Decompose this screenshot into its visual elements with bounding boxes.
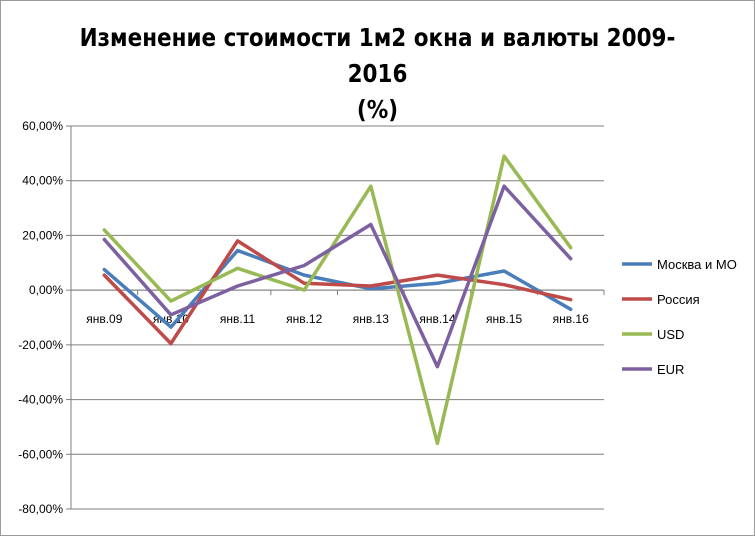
y-tick-label-5: -40,00% [18, 393, 63, 407]
y-tick-label-1: 40,00% [22, 174, 63, 188]
legend-label-3: EUR [657, 362, 684, 377]
y-tick-label-3: 0,00% [29, 283, 63, 297]
y-tick-label-0: 60,00% [22, 119, 63, 133]
y-tick-label-4: -20,00% [18, 338, 63, 352]
x-tick-label-0: янв.09 [86, 312, 123, 326]
x-tick-label-7: янв.16 [553, 312, 590, 326]
series-line-3 [102, 184, 573, 369]
y-axis-ticks: 60,00% 40,00% 20,00% 0,00% -20,00% -40,00% -60… [18, 119, 71, 516]
x-tick-label-5: янв.14 [419, 312, 456, 326]
x-tick-label-2: янв.11 [220, 312, 256, 326]
y-tick-label-6: -60,00% [18, 447, 63, 461]
legend-label-0: Москва и МО [657, 257, 737, 272]
chart-title-line-2: (%) [356, 95, 399, 124]
series-line-2 [102, 154, 573, 446]
y-tick-label-7: -80,00% [18, 502, 63, 516]
legend-label-1: Россия [657, 292, 700, 307]
chart-title: Изменение стоимости 1м2 окна и валюты 20… [53, 20, 702, 128]
x-tick-label-4: янв.13 [353, 312, 390, 326]
legend: Москва и МО Россия USD EUR [622, 257, 737, 377]
y-tick-label-2: 20,00% [22, 228, 63, 242]
x-axis-ticks: янв.09 янв.10 янв.11 янв.12 янв.13 янв.14 янв.… [70, 290, 605, 326]
legend-label-2: USD [657, 327, 684, 342]
series-line-0 [102, 248, 573, 329]
x-tick-label-3: янв.12 [286, 312, 323, 326]
series-lines [102, 154, 573, 446]
chart-title-line-1: Изменение стоимости 1м2 окна и валюты 20… [79, 23, 676, 88]
x-tick-label-6: янв.15 [486, 312, 523, 326]
series-line-1 [102, 239, 573, 346]
